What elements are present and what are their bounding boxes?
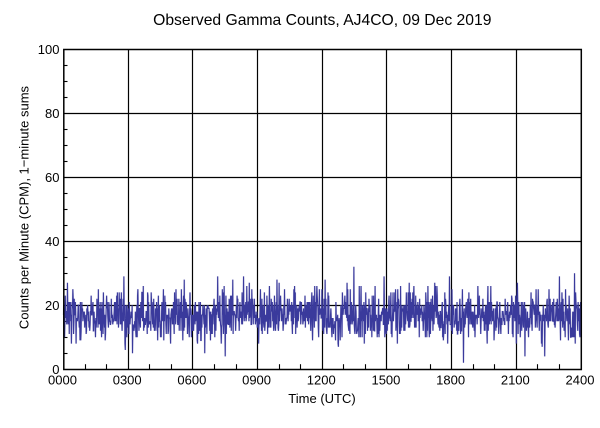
svg-text:60: 60 bbox=[45, 170, 59, 185]
svg-text:40: 40 bbox=[45, 234, 59, 249]
svg-text:1800: 1800 bbox=[436, 373, 465, 388]
svg-text:2400: 2400 bbox=[566, 373, 595, 388]
svg-text:100: 100 bbox=[38, 42, 60, 57]
svg-text:1200: 1200 bbox=[307, 373, 336, 388]
svg-text:80: 80 bbox=[45, 106, 59, 121]
svg-text:Time (UTC): Time (UTC) bbox=[288, 391, 355, 406]
svg-text:0000: 0000 bbox=[48, 373, 77, 388]
svg-text:20: 20 bbox=[45, 298, 59, 313]
svg-text:1500: 1500 bbox=[371, 373, 400, 388]
svg-text:Counts per Minute (CPM), 1−min: Counts per Minute (CPM), 1−minute sums bbox=[16, 85, 31, 329]
svg-text:0: 0 bbox=[52, 362, 59, 377]
svg-text:Observed Gamma Counts, AJ4CO,: Observed Gamma Counts, AJ4CO, 09 Dec 201… bbox=[153, 12, 491, 29]
svg-text:0300: 0300 bbox=[113, 373, 142, 388]
svg-text:2100: 2100 bbox=[501, 373, 530, 388]
svg-text:0900: 0900 bbox=[242, 373, 271, 388]
svg-text:0600: 0600 bbox=[177, 373, 206, 388]
